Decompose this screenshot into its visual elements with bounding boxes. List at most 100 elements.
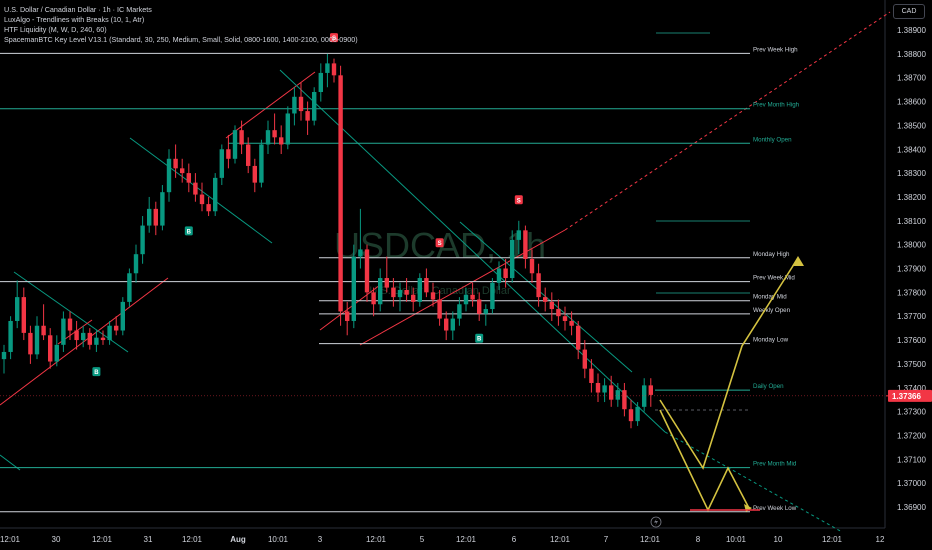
- candle-body: [232, 130, 238, 159]
- time-tick-1: 30: [52, 535, 61, 544]
- candle-body: [490, 282, 495, 310]
- legend-indicator-2[interactable]: HTF Liquidity (M, W, D, 240, 60): [4, 25, 107, 34]
- candle-body: [147, 208, 152, 226]
- chart-legend: U.S. Dollar / Canadian Dollar · 1h · IC …: [4, 5, 358, 45]
- key-level-label-7: Monday Low: [753, 337, 789, 344]
- candle-body: [252, 165, 257, 183]
- candle-body: [8, 320, 13, 352]
- candle-body: [378, 278, 383, 305]
- candle-body: [226, 149, 231, 159]
- candle-body: [463, 294, 469, 305]
- candle-body: [444, 318, 449, 331]
- signal-label-3: S: [438, 241, 442, 247]
- legend-indicator-3[interactable]: SpacemanBTC Key Level V13.1 (Standard, 3…: [4, 35, 358, 44]
- candle-body: [358, 249, 363, 257]
- watermark-name: U.S. Dollar / Canadian Dollar: [369, 285, 511, 297]
- price-tick-13: 1.37600: [897, 336, 926, 345]
- candle-body: [81, 332, 86, 341]
- candle-body: [424, 278, 429, 293]
- price-tick-3: 1.38600: [897, 98, 926, 107]
- candle-body: [133, 254, 139, 274]
- candle-body: [569, 320, 574, 326]
- candle-body: [404, 289, 409, 295]
- price-tick-14: 1.37500: [897, 360, 926, 369]
- candle-body: [219, 149, 224, 178]
- candle-body: [305, 111, 310, 121]
- legend-title[interactable]: U.S. Dollar / Canadian Dollar · 1h · IC …: [4, 5, 152, 14]
- candle-body: [589, 368, 594, 383]
- key-level-label-1: Prev Month High: [753, 102, 800, 109]
- candle-body: [279, 137, 284, 145]
- key-level-label-2: Monthly Open: [753, 136, 792, 143]
- time-tick-5: Aug: [230, 535, 246, 544]
- candle-body: [338, 75, 343, 312]
- time-tick-7: 3: [318, 535, 323, 544]
- candle-body: [166, 158, 172, 193]
- candle-body: [61, 318, 66, 345]
- candle-body: [496, 268, 502, 283]
- trendline-1: [129, 137, 273, 244]
- signal-badge-4: [475, 333, 484, 343]
- candle-body: [74, 330, 79, 341]
- candle-body: [193, 182, 198, 195]
- candle-body: [543, 297, 548, 302]
- trendline-8: [564, 11, 891, 231]
- price-tick-5: 1.38400: [897, 145, 926, 154]
- candle-body: [345, 311, 350, 321]
- key-level-label-4: Prev Week Mid: [753, 275, 795, 282]
- candle-body: [259, 144, 264, 183]
- candle-body: [285, 113, 290, 145]
- legend-indicator-1[interactable]: LuxAlgo - Trendlines with Breaks (10, 1,…: [4, 15, 145, 24]
- time-tick-12: 12:01: [550, 535, 571, 544]
- event-lightning-bolt: [654, 518, 658, 526]
- candle-body: [100, 337, 106, 341]
- candle-body: [180, 168, 185, 174]
- candle-body: [582, 349, 587, 369]
- time-tick-3: 31: [144, 535, 153, 544]
- signal-label-2: S: [332, 36, 336, 42]
- candle-body: [246, 144, 251, 166]
- candle-body: [120, 301, 125, 331]
- candle-body: [595, 382, 601, 393]
- price-tick-15: 1.37400: [897, 384, 926, 393]
- candle-body: [351, 256, 356, 321]
- candle-body: [312, 92, 317, 121]
- candle-body: [331, 63, 337, 76]
- candle-body: [635, 406, 640, 422]
- currency-button[interactable]: CAD: [893, 4, 925, 19]
- time-tick-18: 12:01: [822, 535, 843, 544]
- candle-body: [206, 204, 211, 212]
- price-tick-9: 1.38000: [897, 241, 926, 250]
- candle-body: [417, 278, 422, 302]
- candle-body: [397, 289, 403, 298]
- candle-body: [576, 325, 581, 350]
- candle-body: [15, 297, 20, 321]
- candle-body: [173, 158, 178, 169]
- candle-body: [114, 325, 119, 331]
- candle-body: [48, 335, 53, 362]
- candle-body: [430, 292, 436, 300]
- time-tick-6: 10:01: [268, 535, 289, 544]
- trendline-9: [459, 221, 633, 373]
- last-price-tag: [888, 389, 932, 402]
- signal-badge-3: [435, 238, 444, 248]
- candle-body: [107, 325, 112, 341]
- price-tick-6: 1.38300: [897, 169, 926, 178]
- key-level-label-8: Daily Open: [753, 383, 784, 390]
- candle-body: [457, 304, 462, 319]
- candle-body: [609, 385, 614, 400]
- candle-body: [477, 299, 482, 314]
- key-level-label-6: Weekly Open: [753, 307, 791, 314]
- projection-path-alt: [659, 409, 751, 512]
- candle-body: [272, 130, 277, 138]
- key-level-label-9: Prev Month Mid: [753, 461, 797, 468]
- time-tick-2: 12:01: [92, 535, 113, 544]
- candle-body: [549, 301, 554, 310]
- projection-path-main: [659, 257, 799, 470]
- signal-badge-5: [514, 195, 523, 205]
- candle-body: [523, 230, 528, 259]
- price-tick-0: 1.38900: [897, 26, 926, 35]
- candle-body: [556, 309, 561, 317]
